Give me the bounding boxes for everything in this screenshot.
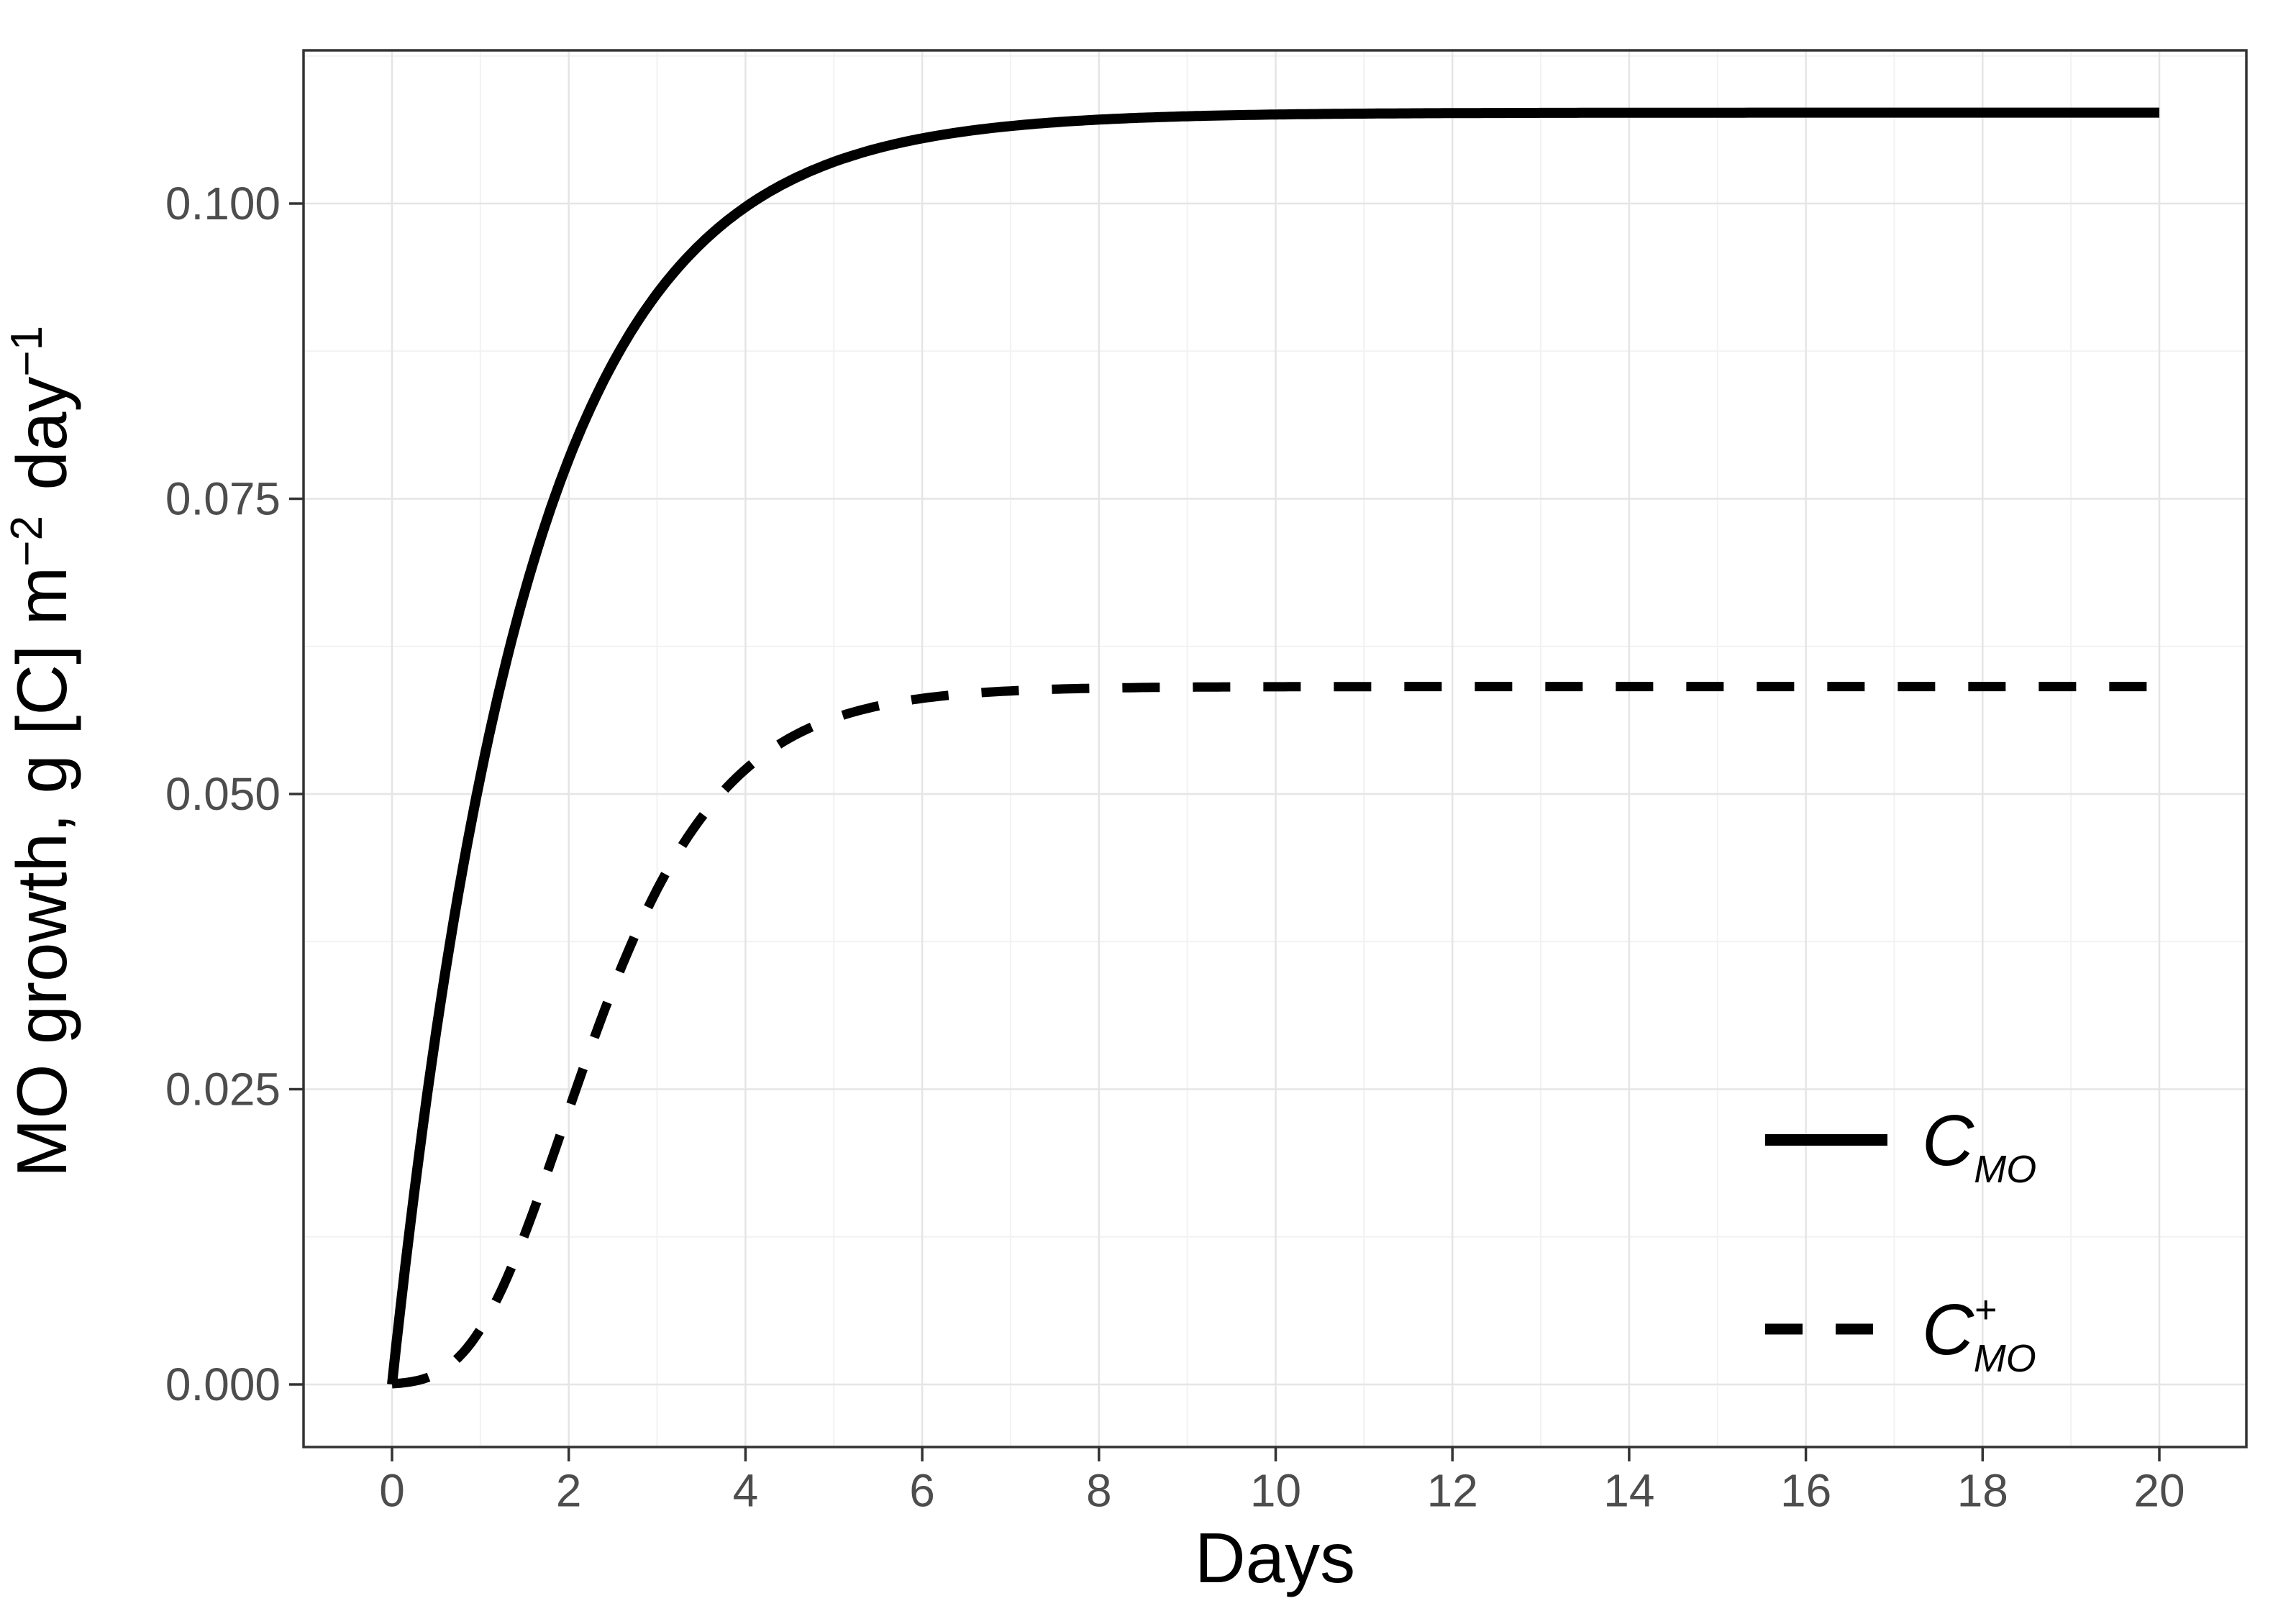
y-tick-label: 0.025 xyxy=(165,1064,281,1115)
x-tick-label: 20 xyxy=(2133,1464,2185,1516)
x-axis-title: Days xyxy=(1195,1518,1355,1597)
x-tick-label: 4 xyxy=(733,1464,759,1516)
series-line-c_mo xyxy=(387,107,2159,1385)
legend-label-base: C xyxy=(1922,1100,1974,1181)
y-tick-label: 0.050 xyxy=(165,768,281,820)
legend-label-base: C xyxy=(1922,1290,1974,1370)
x-tick-label: 2 xyxy=(556,1464,582,1516)
x-tick-label: 8 xyxy=(1086,1464,1112,1516)
y-axis-title: MO growth, g [C] m−2 day−1 xyxy=(2,320,81,1178)
x-tick-label: 14 xyxy=(1603,1464,1654,1516)
legend-label-subscript: MO xyxy=(1974,1148,2036,1191)
y-tick-label: 0.000 xyxy=(165,1359,281,1410)
y-axis-title-superscript: −1 xyxy=(2,326,52,377)
y-axis-title-text: day xyxy=(2,377,81,510)
y-axis-title-text: MO growth, g [C] m xyxy=(2,567,81,1178)
legend-label-subscript: MO xyxy=(1974,1337,2036,1380)
x-tick-label: 0 xyxy=(379,1464,405,1516)
x-tick-label: 18 xyxy=(1957,1464,2008,1516)
y-axis-title-baseline-reset xyxy=(2,320,81,326)
y-axis-title-superscript: −2 xyxy=(2,516,52,567)
legend-label-superscript: + xyxy=(1974,1288,1997,1331)
x-tick-label: 12 xyxy=(1427,1464,1478,1516)
x-tick-label: 16 xyxy=(1780,1464,1831,1516)
legend-label-c_mo_plus: C+ MO xyxy=(1922,1288,2036,1380)
legend-label-c_mo: CMO xyxy=(1922,1100,2036,1191)
y-axis-title-baseline-reset xyxy=(2,510,81,516)
x-tick-label: 10 xyxy=(1250,1464,1301,1516)
x-tick-label: 6 xyxy=(909,1464,935,1516)
series-line-c_mo_plus xyxy=(391,682,2159,1389)
y-tick-label: 0.100 xyxy=(165,178,281,229)
y-tick-label: 0.075 xyxy=(165,473,281,525)
